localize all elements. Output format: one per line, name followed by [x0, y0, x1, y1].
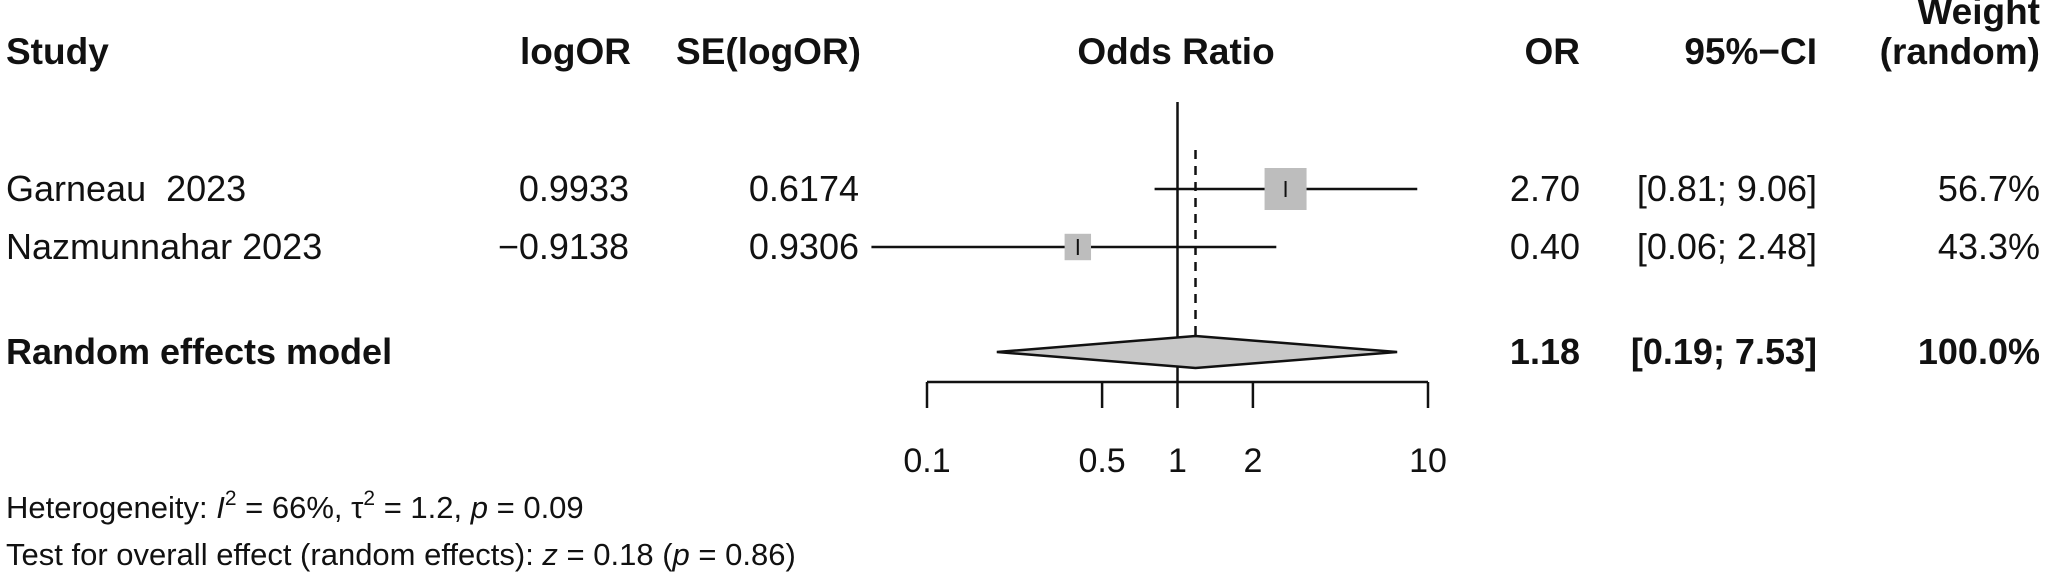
x-axis-ticks: 0.1 0.5 1 2 10 — [903, 382, 1447, 480]
study-ci-1: [0.81; 9.06] — [1637, 168, 1817, 209]
header-odds-ratio: Odds Ratio — [1077, 31, 1274, 72]
overall-effect-text: Test for overall effect (random effects)… — [6, 537, 796, 572]
study-weight-1: 56.7% — [1938, 168, 2040, 209]
header-logor: logOR — [520, 31, 631, 72]
x-tick-label-4: 10 — [1409, 442, 1447, 480]
header-se: SE(logOR) — [676, 31, 861, 72]
pooled-name: Random effects model — [6, 331, 392, 372]
study-se-1: 0.6174 — [749, 168, 859, 209]
x-tick-label-2: 1 — [1168, 442, 1187, 480]
study-name-1: Garneau 2023 — [6, 168, 246, 209]
x-tick-label-3: 2 — [1243, 442, 1262, 480]
study-weight-2: 43.3% — [1938, 226, 2040, 267]
header-weight: Weight — [1917, 0, 2040, 32]
study-name-2: Nazmunnahar 2023 — [6, 226, 322, 267]
study-ci-2: [0.06; 2.48] — [1637, 226, 1817, 267]
study-logor-1: 0.9933 — [519, 168, 629, 209]
header-ci: 95%−CI — [1684, 31, 1817, 72]
study-or-1: 2.70 — [1510, 168, 1580, 209]
header-or: OR — [1525, 31, 1581, 72]
heterogeneity-text: Heterogeneity: I2 = 66%, τ2 = 1.2, p = 0… — [6, 487, 584, 525]
pooled-or: 1.18 — [1510, 331, 1580, 372]
study-or-2: 0.40 — [1510, 226, 1580, 267]
x-tick-label-0: 0.1 — [903, 442, 950, 480]
pooled-ci: [0.19; 7.53] — [1631, 331, 1817, 372]
study-logor-2: −0.9138 — [498, 226, 629, 267]
x-tick-label-1: 0.5 — [1078, 442, 1125, 480]
pooled-diamond — [996, 334, 1398, 370]
header-study: Study — [6, 31, 109, 72]
header-weight-random: (random) — [1880, 31, 2040, 72]
study-se-2: 0.9306 — [749, 226, 859, 267]
pooled-weight: 100.0% — [1918, 331, 2040, 372]
